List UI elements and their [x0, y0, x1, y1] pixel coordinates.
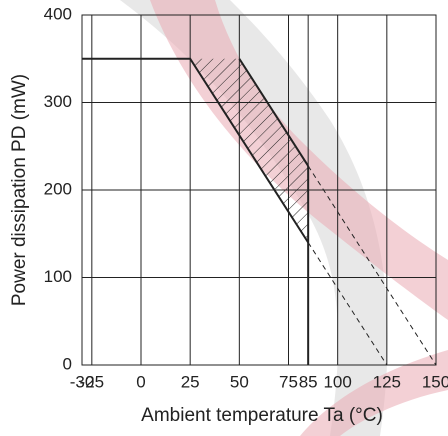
y-tick-label: 400 — [44, 4, 72, 23]
line — [307, 242, 388, 366]
plot-area — [81, 14, 437, 366]
line — [238, 58, 310, 167]
plot-frame — [81, 14, 437, 366]
y-tick-label: 200 — [44, 179, 72, 198]
y-tick-label: 0 — [63, 354, 72, 373]
x-tick-label: 85 — [299, 372, 318, 391]
line — [82, 57, 310, 244]
x-tick-label: 50 — [230, 372, 249, 391]
watermark — [120, 0, 388, 436]
x-tick-label: 75 — [279, 372, 298, 391]
x-tick-label: 0 — [136, 372, 145, 391]
x-tick-label: 100 — [323, 372, 351, 391]
x-tick-label: 125 — [373, 372, 401, 391]
y-tick-label: 300 — [44, 92, 72, 111]
x-axis-label: Ambient temperature Ta (°C) — [141, 405, 383, 426]
y-axis-label: Power dissipation PD (mW) — [9, 74, 30, 306]
x-tick-label: -25 — [80, 372, 105, 391]
line — [307, 165, 437, 366]
x-tick-label: 150 — [422, 372, 448, 391]
watermark — [300, 350, 448, 436]
x-tick-label: -30 — [70, 372, 95, 391]
y-tick-label: 100 — [44, 267, 72, 286]
x-tick-label: 25 — [181, 372, 200, 391]
